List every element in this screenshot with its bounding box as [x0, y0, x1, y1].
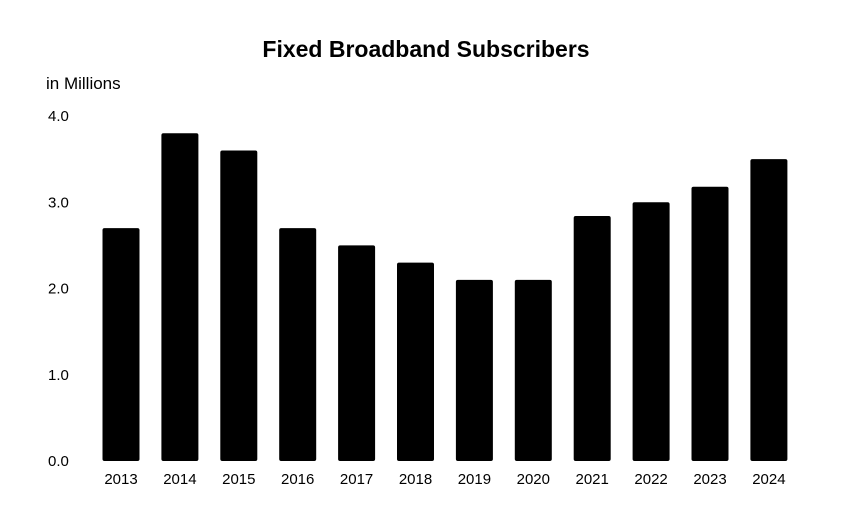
bars [102, 133, 788, 461]
x-tick-label: 2022 [634, 471, 667, 488]
y-tick-label: 0.0 [48, 453, 69, 470]
bar-2023 [691, 186, 729, 461]
x-tick-label: 2017 [340, 471, 373, 488]
bar-2022 [632, 202, 670, 461]
y-tick-label: 3.0 [48, 194, 69, 211]
x-tick-label: 2013 [104, 471, 137, 488]
chart-title: Fixed Broadband Subscribers [262, 36, 589, 62]
bar-2015 [220, 150, 258, 461]
bar-2017 [338, 245, 376, 461]
x-tick-label: 2014 [163, 471, 196, 488]
bar-2018 [397, 262, 434, 461]
x-tick-label: 2024 [752, 471, 785, 488]
y-tick-label: 1.0 [48, 367, 69, 384]
x-tick-label: 2021 [576, 471, 609, 488]
x-tick-label: 2016 [281, 471, 314, 488]
bar-2016 [279, 228, 317, 461]
bar-2019 [455, 279, 493, 461]
x-tick-label: 2020 [517, 471, 550, 488]
x-tick-label: 2023 [693, 471, 726, 488]
bar-2020 [514, 279, 552, 461]
bar-2021 [573, 216, 611, 461]
bar-2014 [161, 133, 199, 461]
y-tick-label: 2.0 [48, 281, 69, 298]
y-tick-label: 4.0 [48, 108, 69, 125]
x-tick-label: 2015 [222, 471, 255, 488]
bar-2013 [102, 228, 140, 461]
y-axis-label: in Millions [46, 74, 121, 93]
x-tick-label: 2018 [399, 471, 432, 488]
y-tick-labels: 0.0 1.0 2.0 3.0 4.0 [48, 108, 69, 470]
x-tick-label: 2019 [458, 471, 491, 488]
bar-2024 [750, 159, 788, 461]
x-tick-labels: 2013 2014 2015 2016 2017 2018 2019 2020 2021 2022… [104, 471, 785, 488]
